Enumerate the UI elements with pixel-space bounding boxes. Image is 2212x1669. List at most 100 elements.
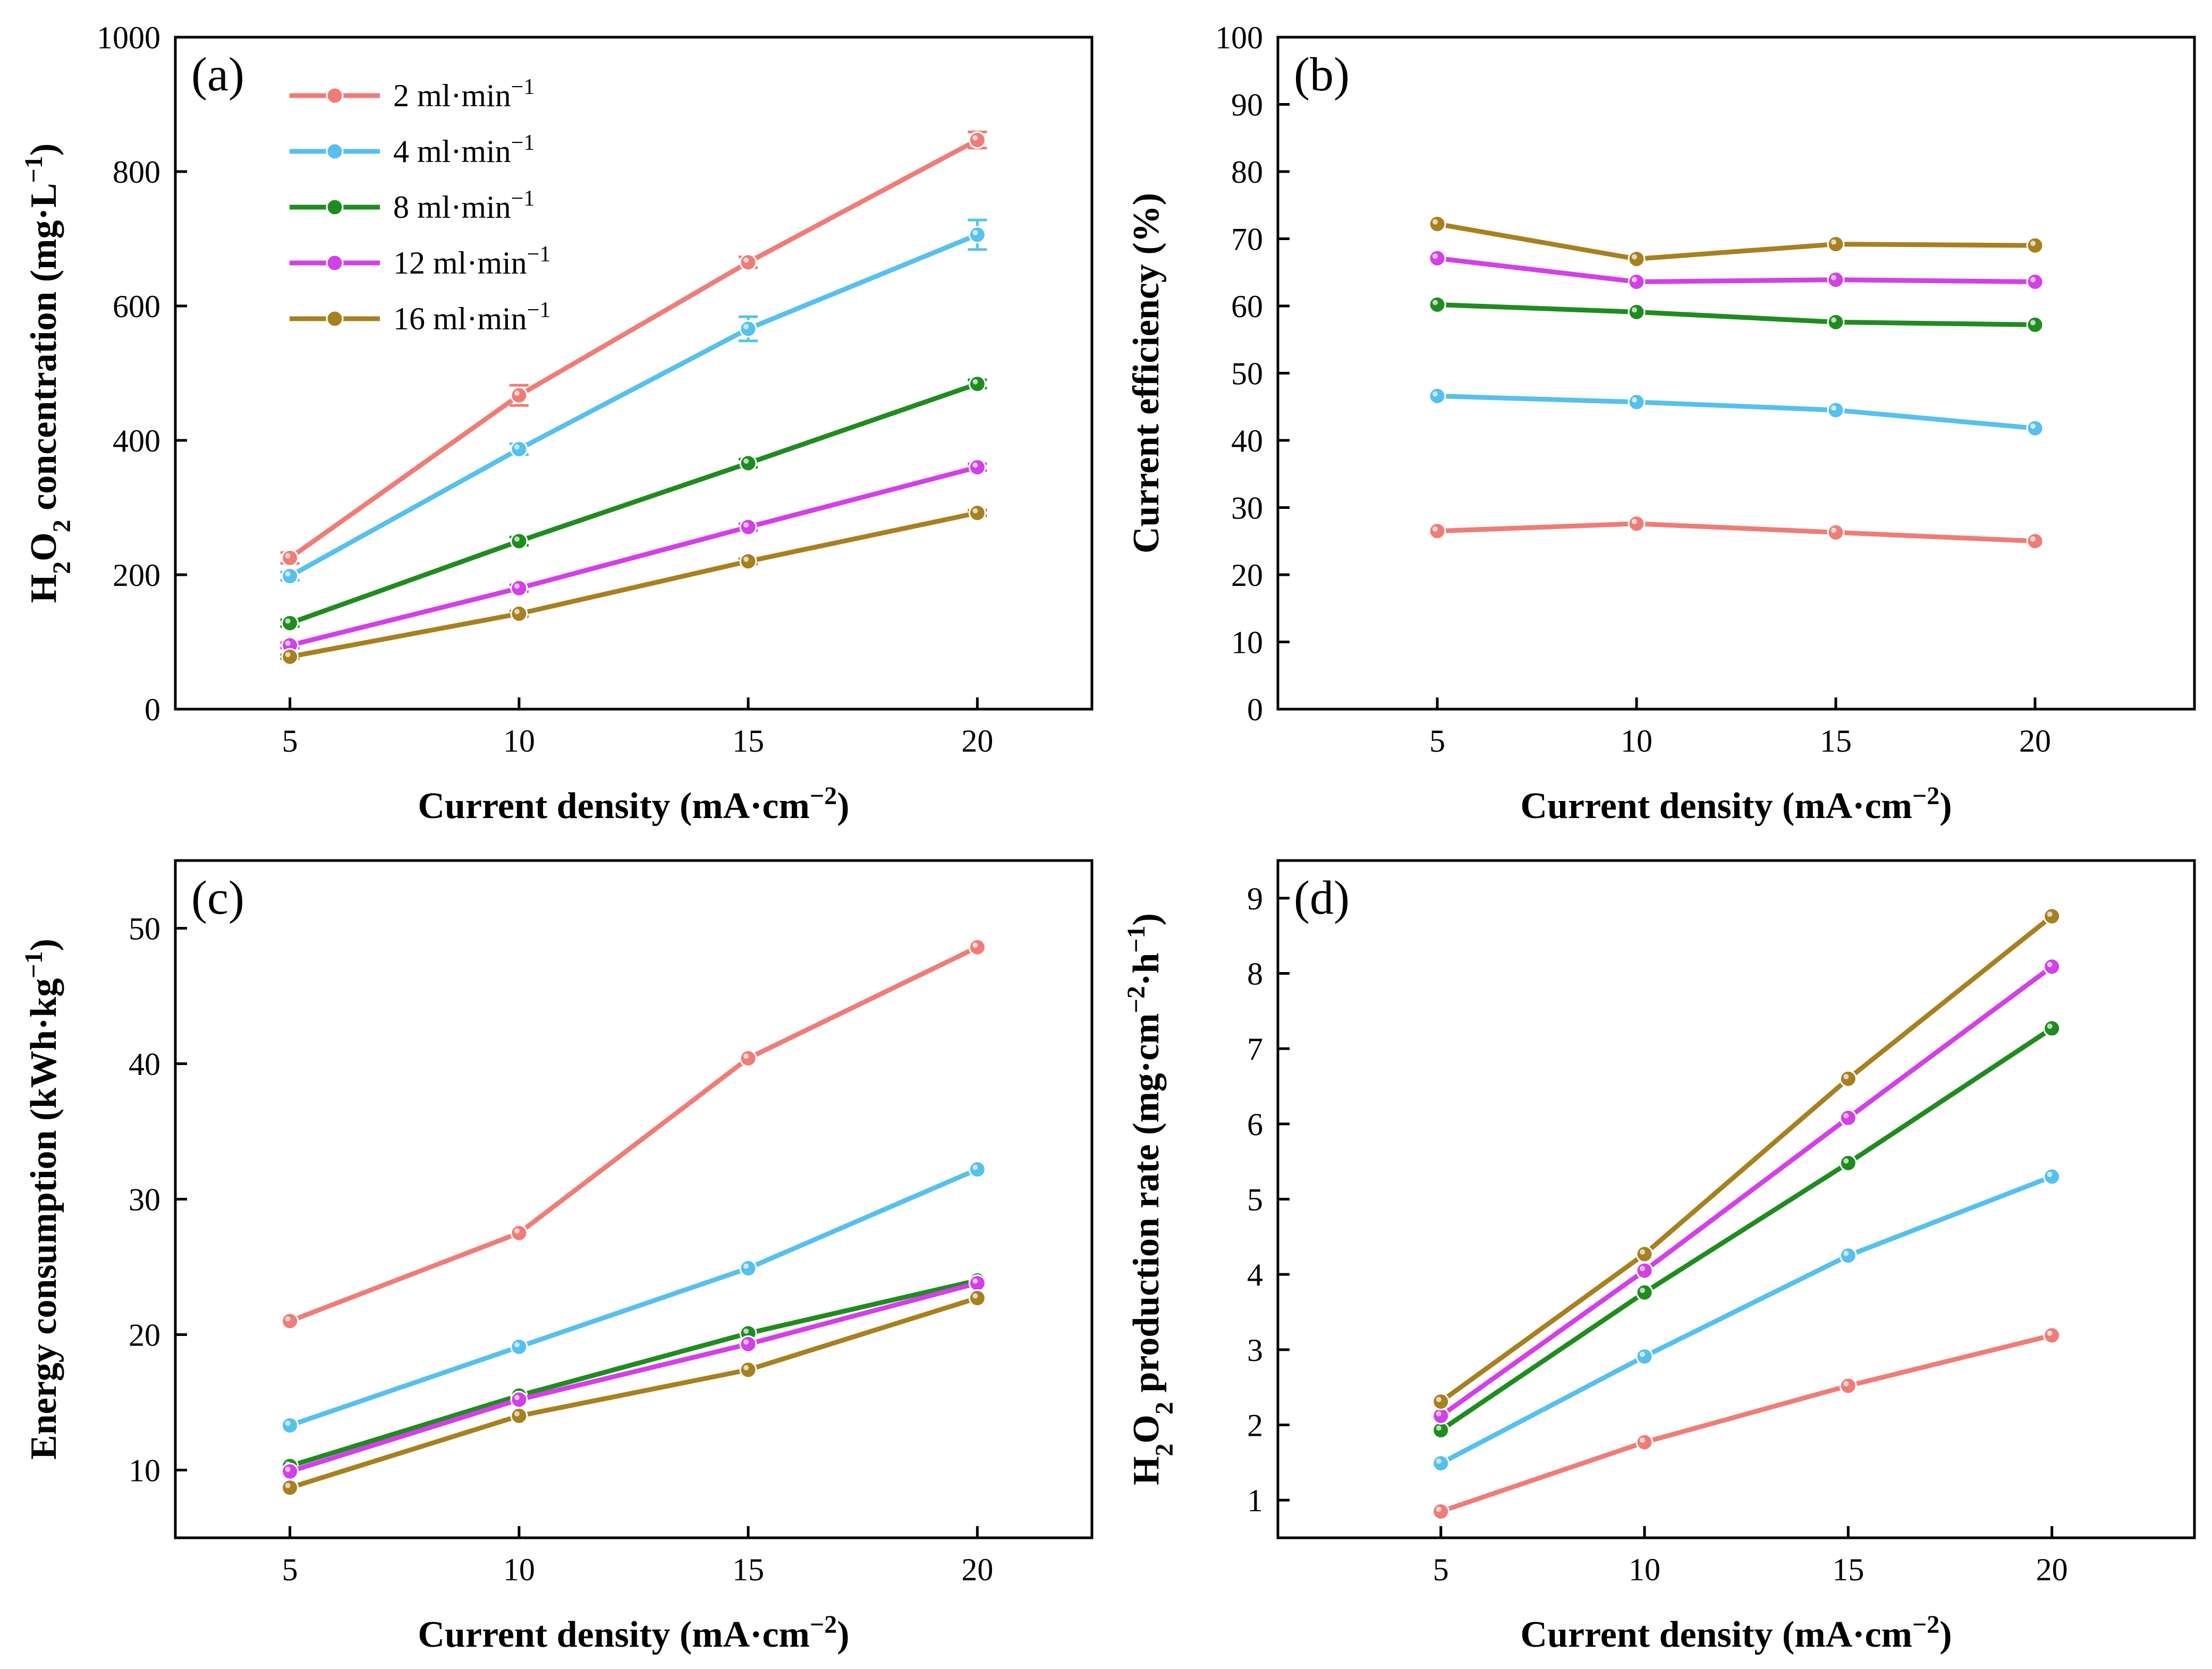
data-point bbox=[510, 604, 528, 623]
y-tick-label: 0 bbox=[145, 692, 160, 727]
data-point bbox=[281, 1462, 299, 1480]
data-point-highlight bbox=[514, 444, 520, 450]
data-point-highlight bbox=[1436, 1411, 1442, 1417]
data-point-highlight bbox=[1640, 1351, 1645, 1357]
data-point bbox=[510, 532, 528, 550]
data-point bbox=[1635, 1348, 1654, 1366]
data-point bbox=[510, 1407, 528, 1425]
data-point-highlight bbox=[285, 618, 291, 624]
data-point-highlight bbox=[743, 1263, 749, 1269]
y-tick-label: 1 bbox=[1247, 1483, 1263, 1518]
data-point-highlight bbox=[1433, 253, 1438, 259]
data-point-highlight bbox=[514, 1342, 520, 1348]
data-point bbox=[510, 440, 528, 458]
data-point-highlight bbox=[743, 1339, 749, 1345]
data-point bbox=[281, 1479, 299, 1497]
x-axis-title: Current density (mA·cm−2) bbox=[418, 1611, 849, 1656]
data-point-highlight bbox=[285, 1316, 291, 1322]
data-point bbox=[1428, 387, 1446, 405]
legend-entry: 16 ml·min−1 bbox=[393, 298, 550, 336]
data-point-highlight bbox=[2047, 1023, 2053, 1029]
data-point-highlight bbox=[1640, 1437, 1645, 1443]
data-point bbox=[1839, 1247, 1857, 1265]
data-point-highlight bbox=[743, 1365, 749, 1370]
data-point bbox=[1839, 1154, 1857, 1172]
data-point-highlight bbox=[1433, 219, 1438, 225]
y-tick-label: 10 bbox=[129, 1453, 160, 1488]
series-s4 bbox=[1428, 387, 2044, 437]
data-point bbox=[968, 504, 986, 522]
data-point-highlight bbox=[743, 324, 749, 330]
data-point-highlight bbox=[285, 652, 291, 658]
x-tick-label: 15 bbox=[732, 723, 764, 759]
legend-swatch-marker bbox=[326, 87, 344, 105]
y-tick-label: 7 bbox=[1247, 1032, 1263, 1067]
panel-d: 5 10 15 20 1 2 3 4 5 6 7 8 9 Current density (mA·cm−2… bbox=[1122, 859, 2196, 1656]
data-point bbox=[968, 226, 986, 244]
series-line bbox=[289, 232, 979, 578]
y-tick-label: 1000 bbox=[97, 20, 160, 55]
series-s2 bbox=[280, 130, 987, 567]
series-line bbox=[1437, 256, 2036, 284]
data-point bbox=[739, 1335, 757, 1353]
y-tick-label: 70 bbox=[1231, 222, 1263, 257]
y-tick-label: 600 bbox=[113, 289, 160, 324]
data-point bbox=[281, 549, 299, 567]
data-point bbox=[968, 1274, 986, 1292]
series-s16 bbox=[280, 504, 987, 666]
data-point-highlight bbox=[743, 522, 749, 528]
data-point-highlight bbox=[1831, 405, 1836, 411]
data-point-highlight bbox=[1632, 307, 1637, 313]
data-point bbox=[2026, 273, 2044, 291]
y-tick-label: 400 bbox=[113, 423, 160, 458]
y-axis-title: H2O2 concentration (mg·L−1) bbox=[20, 143, 76, 603]
data-point bbox=[1635, 1283, 1654, 1301]
data-point-highlight bbox=[2030, 320, 2036, 326]
data-point-highlight bbox=[514, 1411, 520, 1417]
data-point bbox=[510, 1224, 528, 1242]
legend-swatch-marker bbox=[326, 142, 344, 160]
data-point bbox=[2026, 419, 2044, 437]
data-point-highlight bbox=[514, 609, 520, 615]
data-point bbox=[1635, 1262, 1654, 1280]
data-point bbox=[739, 1361, 757, 1379]
data-point-highlight bbox=[514, 1394, 520, 1400]
series-line bbox=[1437, 521, 2036, 544]
legend: 2 ml·min−1 4 ml·min−1 8 ml·min−1 12 ml·min−… bbox=[290, 75, 550, 336]
data-point-highlight bbox=[2047, 911, 2053, 917]
data-point-highlight bbox=[514, 390, 520, 396]
data-point bbox=[510, 579, 528, 597]
data-point-highlight bbox=[1632, 277, 1637, 283]
data-point bbox=[281, 648, 299, 666]
y-tick-label: 50 bbox=[1231, 356, 1263, 391]
data-point bbox=[968, 1289, 986, 1307]
data-point bbox=[1839, 1109, 1857, 1127]
x-tick-label: 10 bbox=[1621, 723, 1652, 759]
data-point-highlight bbox=[972, 1293, 978, 1299]
y-tick-label: 6 bbox=[1247, 1107, 1263, 1142]
data-point-highlight bbox=[285, 553, 291, 559]
series-line bbox=[289, 138, 979, 560]
data-point-highlight bbox=[285, 1483, 291, 1488]
data-point bbox=[739, 1259, 757, 1278]
data-point bbox=[510, 386, 528, 404]
x-tick-label: 15 bbox=[1832, 1552, 1864, 1587]
y-tick-label: 30 bbox=[1231, 491, 1263, 526]
data-point bbox=[1432, 1502, 1450, 1520]
y-axis-title: Energy consumption (kWh·kg−1) bbox=[20, 939, 65, 1460]
data-point bbox=[1428, 249, 1446, 267]
data-point bbox=[1432, 1454, 1450, 1472]
series-line bbox=[289, 465, 978, 648]
x-axis-title: Current density (mA·cm−2) bbox=[1520, 1611, 1952, 1656]
data-point-highlight bbox=[285, 571, 291, 577]
data-point bbox=[2043, 958, 2061, 976]
data-point-highlight bbox=[1843, 1113, 1849, 1119]
legend-entry: 8 ml·min−1 bbox=[393, 186, 535, 225]
data-point-highlight bbox=[285, 1420, 291, 1426]
y-tick-label: 3 bbox=[1247, 1333, 1263, 1368]
data-point-highlight bbox=[972, 462, 978, 468]
series-line bbox=[1439, 965, 2054, 1418]
data-point bbox=[2026, 316, 2044, 334]
